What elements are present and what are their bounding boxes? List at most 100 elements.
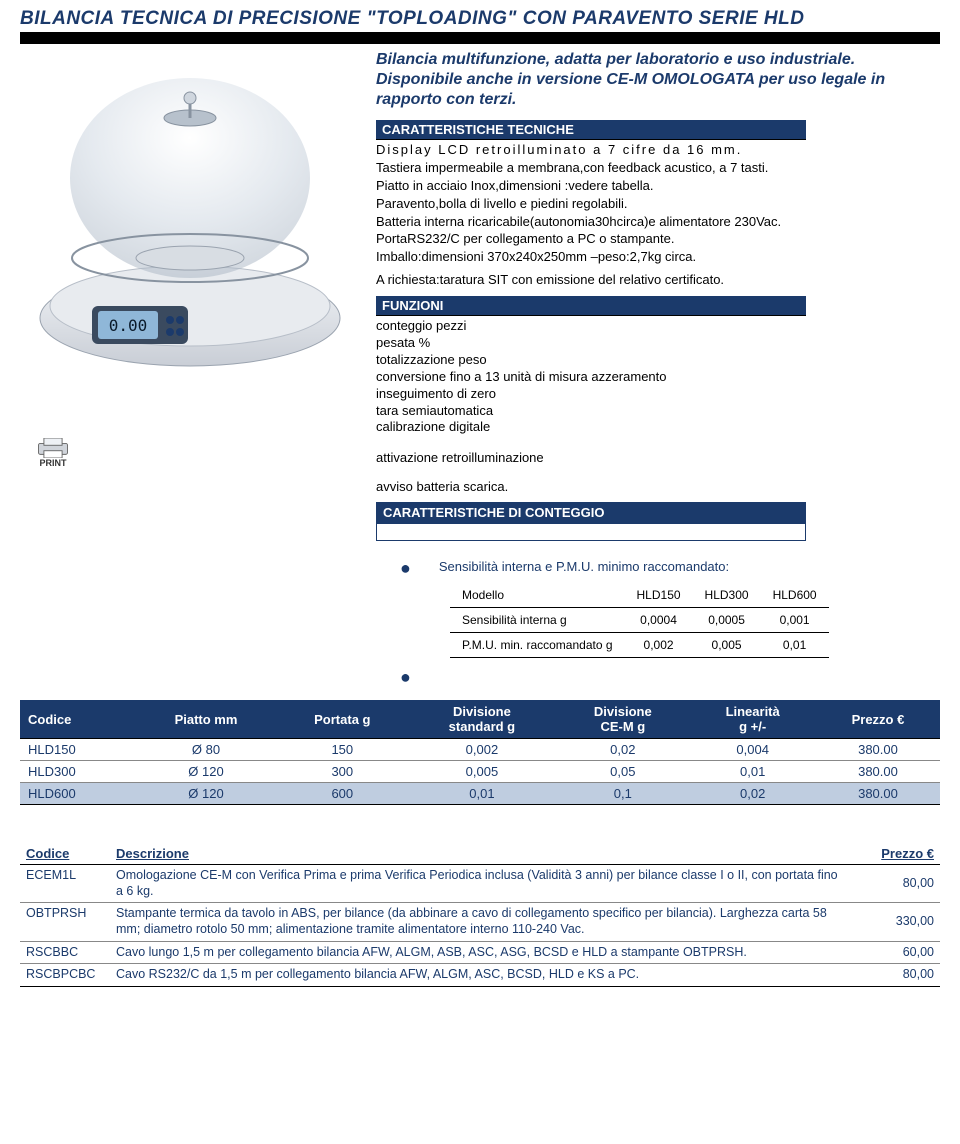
sensitivity-label: Sensibilità interna e P.M.U. minimo racc… — [439, 559, 729, 574]
sensitivity-table: Modello HLD150 HLD300 HLD600 Sensibilità… — [450, 583, 829, 658]
mini-th: HLD300 — [693, 583, 761, 608]
td: HLD300 — [20, 761, 135, 783]
table-row: HLD150 Ø 80 150 0,002 0,02 0,004 380.00 — [20, 739, 940, 761]
table-row: ECEM1L Omologazione CE-M con Verifica Pr… — [20, 865, 940, 903]
th-price: Prezzo € — [816, 700, 940, 739]
td: 0,02 — [689, 783, 816, 805]
count-empty-row — [376, 523, 806, 541]
top-content: 0.00 PRINT Bilancia multifunzi — [20, 48, 940, 686]
th-plate: Piatto mm — [135, 700, 277, 739]
image-column: 0.00 PRINT — [20, 48, 360, 686]
bullet-dot-icon: ● — [400, 559, 411, 577]
td: 0,02 — [556, 739, 689, 761]
td: Ø 120 — [135, 761, 277, 783]
mini-td: 0,002 — [625, 633, 693, 658]
functions: conteggio pezzi pesata % totalizzazione … — [376, 318, 940, 436]
td-price: 330,00 — [850, 903, 940, 941]
td: 0,002 — [408, 739, 557, 761]
spec-line: A richiesta:taratura SIT con emissione d… — [376, 272, 940, 289]
print-icon: PRINT — [30, 438, 76, 468]
empty-bullet: ● — [400, 668, 940, 686]
table-row: HLD300 Ø 120 300 0,005 0,05 0,01 380.00 — [20, 761, 940, 783]
table-header-row: Codice Piatto mm Portata g Divisionestan… — [20, 700, 940, 739]
mini-th: HLD150 — [625, 583, 693, 608]
mini-td: 0,001 — [761, 608, 829, 633]
mini-th: Modello — [450, 583, 625, 608]
sensitivity-bullet: ● Sensibilità interna e P.M.U. minimo ra… — [400, 559, 940, 577]
model-table: Codice Piatto mm Portata g Divisionestan… — [20, 700, 940, 805]
spec-line: Imballo:dimensioni 370x240x250mm –peso:2… — [376, 249, 940, 266]
td-desc: Cavo RS232/C da 1,5 m per collegamento b… — [110, 964, 850, 987]
mini-td: P.M.U. min. raccomandato g — [450, 633, 625, 658]
td-price: 80,00 — [850, 964, 940, 987]
func-line: tara semiautomatica — [376, 403, 940, 420]
spec-line: Display LCD retroilluminato a 7 cifre da… — [376, 142, 940, 159]
th-code: Codice — [20, 700, 135, 739]
td-price: 80,00 — [850, 865, 940, 903]
table-row: Modello HLD150 HLD300 HLD600 — [450, 583, 829, 608]
td: 0,1 — [556, 783, 689, 805]
td: 600 — [277, 783, 407, 805]
mini-td: 0,0005 — [693, 608, 761, 633]
mini-th: HLD600 — [761, 583, 829, 608]
func-line: inseguimento di zero — [376, 386, 940, 403]
mini-td: Sensibilità interna g — [450, 608, 625, 633]
table-row: RSCBPCBC Cavo RS232/C da 1,5 m per colle… — [20, 964, 940, 987]
print-label: PRINT — [40, 458, 67, 468]
td-desc: Cavo lungo 1,5 m per collegamento bilanc… — [110, 941, 850, 964]
td: HLD150 — [20, 739, 135, 761]
title-underline — [20, 34, 940, 44]
tech-header: CARATTERISTICHE TECNICHE — [376, 120, 806, 140]
text-column: Bilancia multifunzione, adatta per labor… — [376, 48, 940, 686]
mini-td: 0,0004 — [625, 608, 693, 633]
td: 0,01 — [689, 761, 816, 783]
td: Ø 120 — [135, 783, 277, 805]
td: 380.00 — [816, 761, 940, 783]
td: 0,05 — [556, 761, 689, 783]
td-desc: Stampante termica da tavolo in ABS, per … — [110, 903, 850, 941]
spec-line: Tastiera impermeabile a membrana,con fee… — [376, 160, 940, 177]
td: 0,005 — [408, 761, 557, 783]
spec-line: Paravento,bolla di livello e piedini reg… — [376, 196, 940, 213]
td-code: ECEM1L — [20, 865, 110, 903]
spec-line: PortaRS232/C per collegamento a PC o sta… — [376, 231, 940, 248]
table-row: P.M.U. min. raccomandato g 0,002 0,005 0… — [450, 633, 829, 658]
th-price: Prezzo € — [850, 843, 940, 865]
page-title: BILANCIA TECNICA DI PRECISIONE "TOPLOADI… — [20, 6, 940, 34]
table-row: OBTPRSH Stampante termica da tavolo in A… — [20, 903, 940, 941]
mid-block: attivazione retroilluminazione avviso ba… — [376, 450, 940, 496]
td: HLD600 — [20, 783, 135, 805]
th-linearity: Linearitàg +/- — [689, 700, 816, 739]
table-row: HLD600 Ø 120 600 0,01 0,1 0,02 380.00 — [20, 783, 940, 805]
td-code: OBTPRSH — [20, 903, 110, 941]
subtitle: Bilancia multifunzione, adatta per labor… — [376, 50, 940, 110]
td-desc: Omologazione CE-M con Verifica Prima e p… — [110, 865, 850, 903]
mini-td: 0,01 — [761, 633, 829, 658]
func-line: totalizzazione peso — [376, 352, 940, 369]
mid-line: avviso batteria scarica. — [376, 479, 940, 496]
td: 300 — [277, 761, 407, 783]
td: Ø 80 — [135, 739, 277, 761]
th-division: Divisionestandard g — [408, 700, 557, 739]
td: 0,004 — [689, 739, 816, 761]
func-line: conteggio pezzi — [376, 318, 940, 335]
table-header-row: Codice Descrizione Prezzo € — [20, 843, 940, 865]
spec-line: Batteria interna ricaricabile(autonomia3… — [376, 214, 940, 231]
td-code: RSCBBC — [20, 941, 110, 964]
td: 150 — [277, 739, 407, 761]
th-capacity: Portata g — [277, 700, 407, 739]
accessory-table: Codice Descrizione Prezzo € ECEM1L Omolo… — [20, 843, 940, 987]
func-line: pesata % — [376, 335, 940, 352]
func-line: calibrazione digitale — [376, 419, 940, 436]
bullet-dot-icon: ● — [400, 668, 411, 686]
td-price: 60,00 — [850, 941, 940, 964]
func-header: FUNZIONI — [376, 296, 806, 316]
th-code: Codice — [20, 843, 110, 865]
tech-specs: Display LCD retroilluminato a 7 cifre da… — [376, 142, 940, 289]
td: 380.00 — [816, 783, 940, 805]
mini-td: 0,005 — [693, 633, 761, 658]
func-line: conversione fino a 13 unità di misura az… — [376, 369, 940, 386]
spec-line: Piatto in acciaio Inox,dimensioni :veder… — [376, 178, 940, 195]
table-row: Sensibilità interna g 0,0004 0,0005 0,00… — [450, 608, 829, 633]
product-image: 0.00 — [30, 58, 350, 378]
